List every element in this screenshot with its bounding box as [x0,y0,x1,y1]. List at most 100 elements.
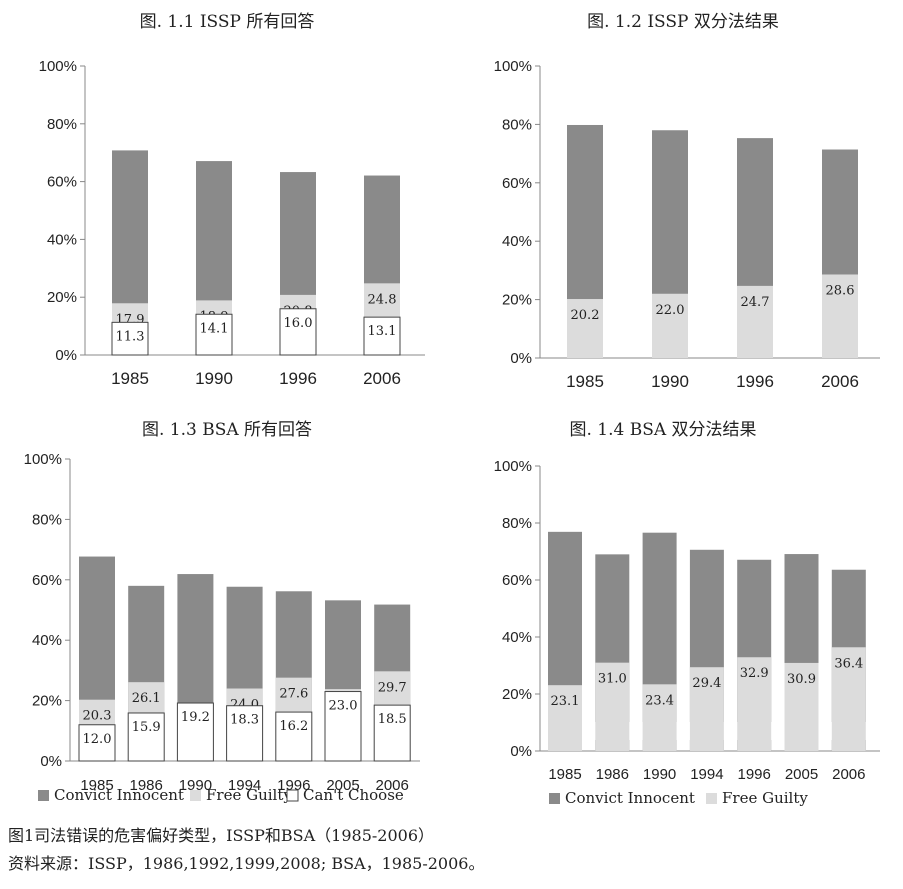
x-category-label: 1985 [80,777,113,794]
x-category-label: 1994 [228,777,261,794]
legend-swatch-convict-innocent [549,793,560,804]
x-category-label: 1994 [690,766,723,783]
chart-title: 图. 1.1 ISSP 所有回答 [140,12,315,32]
value-label: 26.1 [132,691,161,706]
value-label: 13.1 [368,324,397,339]
y-tick-label: 80% [502,515,532,532]
y-tick-label: 100% [494,458,532,475]
y-tick-label: 60% [502,572,532,589]
chart-panel-1-3: 图. 1.3 BSA 所有回答0%20%40%60%80%100%67.720.… [24,420,420,804]
legend-swatch-free-guilty [706,793,717,804]
x-category-label: 2006 [832,766,865,783]
chart-title: 图. 1.4 BSA 双分法结果 [569,420,756,440]
bar-segment-free-guilty [689,667,724,751]
value-label: 31.0 [598,672,627,687]
y-tick-label: 0% [510,743,532,760]
chart-panel-1-1: 图. 1.1 ISSP 所有回答0%20%40%60%80%100%70.817… [39,12,425,388]
chart-panel-1-4: 图. 1.4 BSA 双分法结果0%20%40%60%80%100%76.923… [494,420,880,807]
y-tick-label: 20% [47,289,77,306]
x-category-label: 1996 [738,766,771,783]
y-tick-label: 40% [502,629,532,646]
value-label: 29.4 [692,676,721,691]
x-category-label: 1996 [736,372,774,391]
value-label: 16.0 [284,316,313,331]
bar-segment-free-guilty [784,662,819,751]
bar-segment-free-guilty [642,684,677,751]
value-label: 12.0 [83,732,112,747]
value-label: 28.6 [826,283,855,298]
y-tick-label: 60% [502,175,532,192]
bar-segment-cant-choose [195,313,233,356]
value-label: 20.2 [571,308,600,323]
value-label: 23.0 [329,699,358,714]
x-category-label: 2006 [821,372,859,391]
legend-label-cant-choose: Can't Choose [303,786,404,804]
value-label: 16.2 [279,719,308,734]
legend-label-free-guilty: Free Guilty [206,786,292,804]
x-category-label: 2006 [376,777,409,794]
value-label: 19.2 [181,710,210,725]
y-tick-label: 100% [39,58,77,75]
y-tick-label: 80% [32,511,62,528]
bar-segment-free-guilty [737,657,772,751]
legend-label-convict-innocent: Convict Innocent [54,786,184,804]
figure-source-note: 资料来源：ISSP，1986,1992,1999,2008; BSA，1985-… [8,854,485,873]
y-tick-label: 20% [502,686,532,703]
value-label: 24.8 [368,292,397,307]
y-tick-label: 40% [47,231,77,248]
value-label: 14.1 [200,321,229,336]
value-label: 11.3 [116,329,145,344]
bar-segment-cant-choose [279,308,317,356]
chart-title: 图. 1.3 BSA 所有回答 [142,420,312,440]
y-tick-label: 60% [32,572,62,589]
x-category-label: 1985 [111,369,149,388]
value-label: 29.7 [378,680,407,695]
value-label: 24.7 [741,295,770,310]
value-label: 22.0 [656,303,685,318]
y-tick-label: 40% [502,233,532,250]
y-tick-label: 80% [47,116,77,133]
x-category-label: 2005 [785,766,818,783]
bar-segment-free-guilty [822,274,858,358]
chart-panel-1-2: 图. 1.2 ISSP 双分法结果0%20%40%60%80%100%79.82… [494,12,880,391]
x-category-label: 2006 [363,369,401,388]
y-tick-label: 20% [502,292,532,309]
legend-swatch-convict-innocent [38,790,49,801]
value-label: 23.4 [645,693,674,708]
y-tick-label: 40% [32,632,62,649]
legend-swatch-cant-choose [286,789,299,802]
bar-segment-cant-choose [226,705,264,762]
y-tick-label: 0% [55,347,77,364]
bar-segment-free-guilty [567,299,603,358]
x-category-label: 1990 [179,777,212,794]
bar-segment-free-guilty [652,293,688,358]
x-category-label: 2005 [326,777,359,794]
value-label: 27.6 [279,687,308,702]
value-label: 23.1 [551,694,580,709]
bar-segment-free-guilty [831,647,866,751]
x-category-label: 1996 [279,369,317,388]
y-tick-label: 0% [510,350,532,367]
value-label: 36.4 [834,656,863,671]
bar-segment-free-guilty [548,685,582,751]
figure-caption: 图1司法错误的危害偏好类型，ISSP和BSA（1985-2006） [8,826,435,845]
bar-segment-cant-choose [111,321,149,356]
bar-segment-cant-choose [275,711,313,762]
value-label: 15.9 [132,720,161,735]
bar-segment-free-guilty [737,285,773,358]
value-label: 18.3 [230,713,259,728]
y-tick-label: 60% [47,174,77,191]
y-tick-label: 100% [24,451,62,468]
value-label: 32.9 [740,666,769,681]
y-tick-label: 100% [494,58,532,75]
legend-swatch-free-guilty [190,790,201,801]
x-category-label: 1986 [596,766,629,783]
chart-title: 图. 1.2 ISSP 双分法结果 [587,12,779,32]
bar-segment-cant-choose [127,712,165,762]
x-category-label: 1990 [643,766,676,783]
x-category-label: 1990 [651,372,689,391]
bar-segment-free-guilty [595,662,630,751]
bar-segment-cant-choose [78,724,116,762]
y-tick-label: 0% [40,753,62,770]
legend-label-convict-innocent: Convict Innocent [565,789,695,807]
